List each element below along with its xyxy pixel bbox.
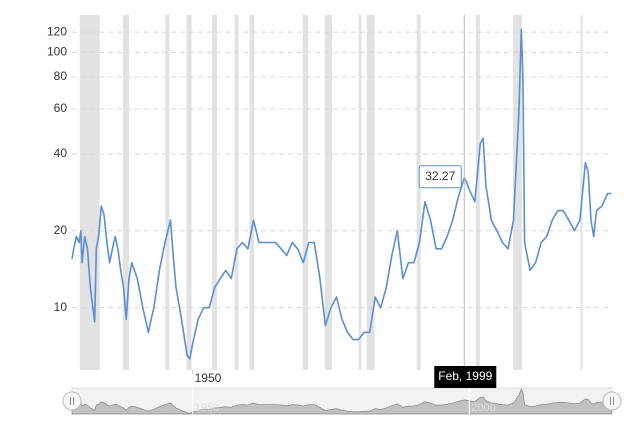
y-tick-label: 120	[47, 24, 67, 38]
x-tick-label: 1950	[195, 371, 222, 385]
pe-line	[71, 28, 612, 360]
navigator-tick-label: 2000	[471, 402, 495, 414]
recession-band	[416, 15, 421, 370]
recession-band	[475, 15, 480, 370]
y-tick-label: 80	[54, 69, 68, 83]
y-tick-label: 100	[47, 44, 67, 58]
y-tick-label: 10	[54, 300, 68, 314]
recession-band	[580, 15, 583, 370]
tooltip-value: 32.27	[425, 169, 455, 183]
navigator-area	[71, 388, 612, 415]
recession-band	[79, 15, 100, 370]
recession-band	[358, 15, 362, 370]
navigator-handle[interactable]	[602, 391, 622, 411]
y-tick-label: 60	[54, 101, 68, 115]
recession-band	[165, 15, 170, 370]
navigator-handle[interactable]	[62, 391, 82, 411]
crosshair-label-box	[434, 366, 497, 388]
recession-band	[211, 15, 217, 370]
recession-band	[302, 15, 309, 370]
recession-band	[512, 15, 522, 370]
recession-band	[122, 15, 129, 370]
recession-band	[249, 15, 255, 370]
recession-band	[186, 15, 192, 370]
y-tick-label: 40	[54, 146, 68, 160]
recession-band	[324, 15, 333, 370]
crosshair-label: Feb, 1999	[438, 369, 492, 383]
y-tick-label: 20	[54, 223, 68, 237]
tooltip-box	[418, 165, 462, 189]
recession-band	[366, 15, 375, 370]
navigator-tick-label: 1950	[195, 402, 219, 414]
recession-band	[234, 15, 239, 370]
